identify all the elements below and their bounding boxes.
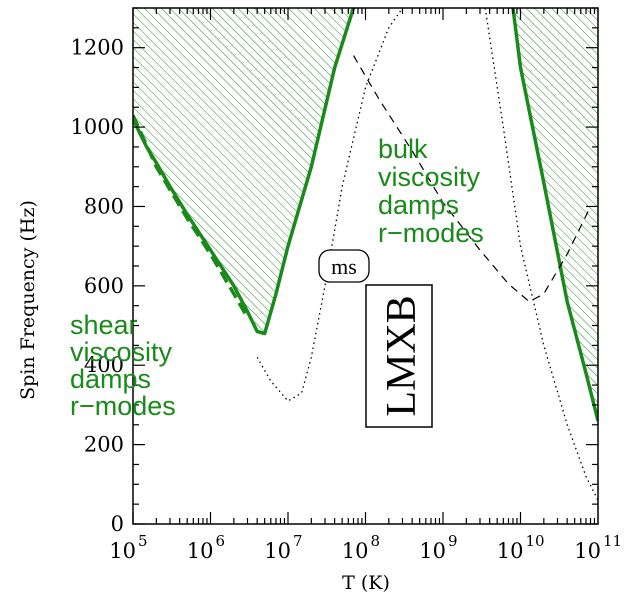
bulk-annotation-line: bulk — [378, 134, 428, 164]
shear-annotation-line: shear — [70, 310, 138, 340]
x-tick-label: 10 11 — [574, 532, 622, 563]
shear-annotation-line: r−modes — [70, 391, 176, 421]
svg-text:10: 10 — [109, 539, 136, 563]
dotted-curve-right — [484, 8, 598, 501]
svg-text:11: 11 — [603, 532, 622, 550]
y-tick-label: 800 — [84, 194, 124, 218]
y-tick-label: 0 — [111, 512, 124, 536]
svg-text:10: 10 — [342, 539, 369, 563]
x-tick-label: 10 8 — [342, 532, 380, 563]
left-hatched-region — [133, 8, 354, 334]
right-instability-boundary — [511, 8, 598, 422]
svg-text:10: 10 — [574, 539, 601, 563]
x-tick-label: 10 10 — [497, 532, 545, 563]
dotted-curve-left — [256, 8, 404, 402]
plot-content — [133, 8, 598, 501]
left-dashed-boundary — [133, 114, 250, 319]
svg-text:9: 9 — [448, 532, 458, 550]
right-hatched-region — [512, 8, 598, 421]
svg-text:5: 5 — [138, 532, 148, 550]
svg-text:10: 10 — [419, 539, 446, 563]
svg-text:10: 10 — [187, 539, 214, 563]
y-tick-label: 1200 — [71, 36, 124, 60]
dashed-curve — [352, 55, 592, 303]
bulk-annotation-line: viscosity — [378, 162, 481, 192]
x-tick-label: 10 7 — [264, 532, 302, 563]
svg-text:10: 10 — [526, 532, 545, 550]
shear-annotation-line: damps — [70, 364, 151, 394]
x-tick-label: 10 5 — [109, 532, 147, 563]
y-axis-label: Spin Frequency (Hz) — [17, 200, 39, 400]
svg-text:10: 10 — [497, 539, 524, 563]
y-tick-label: 600 — [84, 274, 124, 298]
x-tick-label: 10 6 — [187, 532, 225, 563]
y-tick-label: 1000 — [71, 115, 124, 139]
left-instability-boundary — [133, 8, 356, 336]
lmxb-label: LMXB — [379, 295, 425, 416]
svg-text:10: 10 — [264, 539, 291, 563]
shear-annotation-line: viscosity — [70, 337, 173, 367]
y-tick-labels: 0 200 400 600 800 1000 1200 — [71, 36, 124, 536]
x-axis-label: T (K) — [342, 572, 390, 594]
x-tick-label: 10 9 — [419, 532, 457, 563]
bulk-annotation-line: r−modes — [378, 218, 484, 248]
ms-label: ms — [331, 254, 357, 279]
bulk-annotation-line: damps — [378, 190, 459, 220]
ms-box: ms — [318, 249, 370, 283]
svg-text:7: 7 — [293, 532, 303, 550]
svg-text:8: 8 — [371, 532, 381, 550]
x-tick-labels: 10 5 10 6 10 7 10 8 10 9 10 10 10 11 — [109, 532, 622, 563]
lmxb-box: LMXB — [365, 284, 433, 428]
y-tick-label: 400 — [84, 353, 124, 377]
svg-text:6: 6 — [216, 532, 226, 550]
axes-frame — [132, 7, 599, 525]
y-tick-label: 200 — [84, 433, 124, 457]
